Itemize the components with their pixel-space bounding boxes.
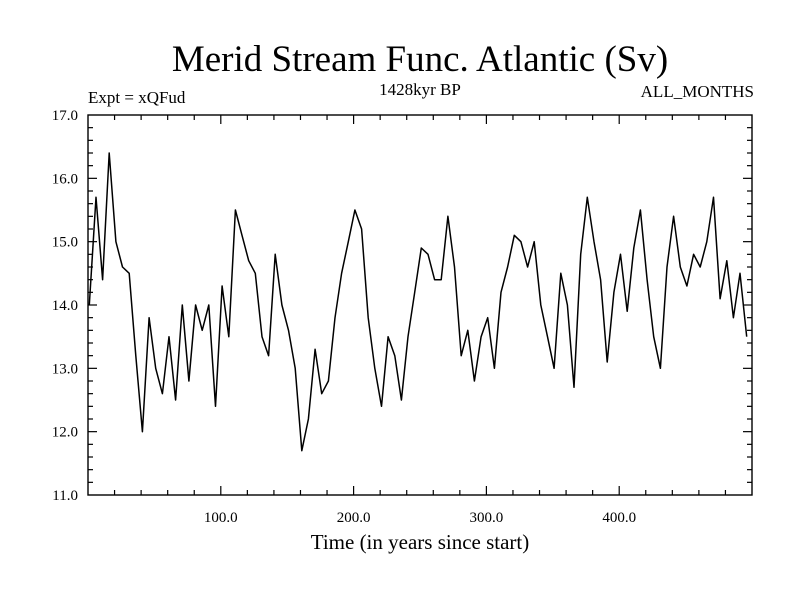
experiment-label: Expt = xQFud — [88, 88, 186, 107]
series-group — [88, 152, 748, 452]
axis-tick-labels: 100.0 200.0 300.0 400.0 11.0 12.0 13.0 14.0 15.0… — [52, 108, 636, 526]
plot-frame — [87, 114, 753, 496]
y-tick-label: 11.0 — [52, 488, 78, 504]
y-tick-label: 16.0 — [52, 171, 78, 187]
y-tick-label: 13.0 — [52, 361, 78, 377]
x-tick-label: 400.0 — [602, 510, 636, 526]
x-tick-label: 100.0 — [204, 510, 238, 526]
y-tick-label: 15.0 — [52, 235, 78, 251]
chart-subtitle: 1428kyr BP — [379, 80, 461, 99]
y-tick-label: 17.0 — [52, 108, 78, 124]
x-tick-label: 200.0 — [337, 510, 371, 526]
series-line — [88, 152, 748, 452]
season-label: ALL_MONTHS — [640, 82, 754, 101]
x-tick-label: 300.0 — [470, 510, 504, 526]
y-tick-label: 14.0 — [52, 298, 78, 314]
chart-title: Merid Stream Func. Atlantic (Sv) — [171, 39, 669, 80]
y-tick-label: 12.0 — [52, 425, 78, 441]
x-axis-label: Time (in years since start) — [310, 530, 530, 554]
axis-ticks — [88, 115, 752, 495]
